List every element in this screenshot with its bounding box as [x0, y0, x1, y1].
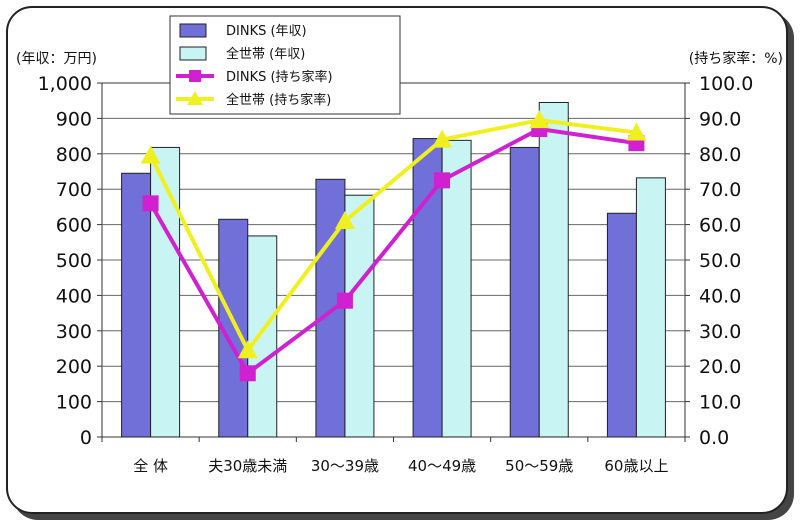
bar — [509, 146, 540, 438]
y-right-tick-label: 20.0 — [699, 356, 741, 378]
data-point — [432, 129, 453, 148]
y-right-tick-label: 60.0 — [699, 215, 741, 237]
data-point — [239, 365, 256, 382]
legend-label: 全世帯 (年収) — [226, 46, 305, 62]
bar — [344, 194, 375, 438]
series-line — [148, 118, 637, 353]
y-right-label: (持ち家率：%) — [689, 50, 783, 67]
legend: DINKS (年収) 全世帯 (年収) DINKS (持ち家率) 全世帯 (持ち家率) — [169, 15, 401, 115]
data-point — [336, 292, 353, 309]
x-tick-label: 60歳以上 — [604, 457, 668, 475]
y-left-tick-label: 600 — [56, 215, 92, 237]
y-right-tick-label: 90.0 — [699, 108, 741, 130]
y-left-tick-label: 100 — [56, 392, 92, 414]
bar — [606, 212, 637, 438]
y-right-tick-label: 30.0 — [699, 321, 741, 343]
legend-swatch — [179, 46, 207, 61]
y-left-tick-label: 700 — [56, 179, 92, 201]
bar — [538, 101, 569, 438]
bar — [635, 177, 666, 438]
x-tick-label: 50～59歳 — [505, 457, 573, 475]
legend-marker — [189, 70, 201, 82]
legend-swatch — [179, 23, 207, 38]
data-point — [237, 340, 258, 359]
y-left-tick-label: 0 — [80, 427, 92, 449]
y-right-tick-label: 70.0 — [699, 179, 741, 201]
y-left-tick-label: 200 — [56, 356, 92, 378]
x-tick-label: 夫30歳未満 — [208, 457, 287, 475]
bar — [121, 172, 152, 438]
bar — [247, 235, 278, 438]
bar — [150, 146, 181, 438]
y-right-tick-label: 40.0 — [699, 285, 741, 307]
y-left-label: (年収：万円) — [16, 51, 97, 67]
y-left-tick-label: 900 — [56, 108, 92, 130]
series-line — [148, 127, 637, 376]
data-point — [142, 195, 159, 212]
y-left-tick-label: 500 — [56, 250, 92, 272]
x-tick-label: 全 体 — [133, 457, 168, 475]
y-right-tick-label: 0.0 — [699, 427, 729, 449]
data-point — [140, 145, 161, 164]
y-left-tick-label: 1,000 — [38, 73, 92, 95]
data-point — [529, 110, 550, 129]
data-point — [334, 211, 355, 230]
y-left-tick-label: 400 — [56, 285, 92, 307]
y-right-tick-label: 80.0 — [699, 144, 741, 166]
legend-marker — [187, 91, 203, 105]
bar — [441, 139, 472, 438]
legend-label: 全世帯 (持ち家率) — [226, 92, 331, 108]
y-right-tick-label: 50.0 — [699, 250, 741, 272]
data-point — [434, 172, 451, 189]
y-right-tick-label: 100.0 — [699, 73, 753, 95]
legend-label: DINKS (持ち家率) — [226, 69, 333, 85]
y-right-tick-label: 10.0 — [699, 392, 741, 414]
legend-label: DINKS (年収) — [226, 24, 307, 39]
y-left-tick-label: 800 — [56, 144, 92, 166]
x-tick-label: 40～49歳 — [408, 457, 476, 475]
y-left-tick-label: 300 — [56, 321, 92, 343]
data-point — [626, 122, 647, 141]
x-tick-label: 30～39歳 — [311, 457, 379, 475]
